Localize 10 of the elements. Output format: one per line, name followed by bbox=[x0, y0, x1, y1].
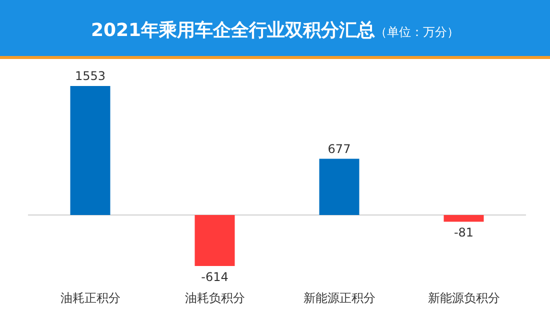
data-label: -81 bbox=[454, 226, 474, 240]
data-label: 677 bbox=[328, 142, 351, 156]
chart-title: 2021年乘用车企全行业双积分汇总 bbox=[90, 20, 376, 41]
x-tick-label: 油耗负积分 bbox=[184, 291, 245, 305]
data-label: -614 bbox=[201, 270, 228, 284]
x-tick-label: 油耗正积分 bbox=[60, 291, 120, 305]
data-label: 1553 bbox=[74, 69, 106, 83]
chart-subtitle: （单位：万分） bbox=[375, 25, 460, 39]
x-tick-label: 新能源正积分 bbox=[303, 291, 376, 305]
x-tick-label: 新能源负积分 bbox=[428, 291, 500, 305]
